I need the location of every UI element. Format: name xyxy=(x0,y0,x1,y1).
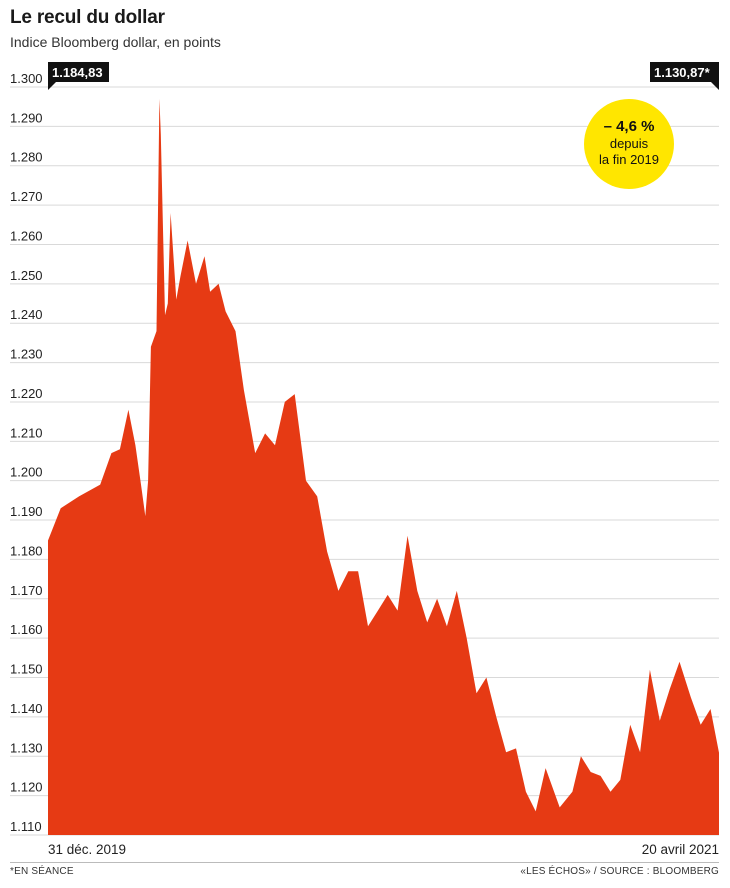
y-tick-label: 1.160 xyxy=(10,622,43,637)
start-callout-bg xyxy=(48,62,109,90)
y-tick-label: 1.250 xyxy=(10,268,43,283)
y-tick-label: 1.190 xyxy=(10,504,43,519)
y-tick-label: 1.270 xyxy=(10,189,43,204)
y-tick-label: 1.200 xyxy=(10,465,43,480)
chart-subtitle: Indice Bloomberg dollar, en points xyxy=(10,34,221,50)
badge-change-value: – 4,6 % xyxy=(604,118,655,135)
end-value-label: 1.130,87* xyxy=(654,65,711,80)
footnote: *EN SÉANCE xyxy=(10,866,74,877)
y-tick-label: 1.150 xyxy=(10,662,43,677)
y-tick-label: 1.130 xyxy=(10,740,43,755)
y-tick-label: 1.240 xyxy=(10,307,43,322)
y-tick-label: 1.140 xyxy=(10,701,43,716)
y-tick-label: 1.230 xyxy=(10,347,43,362)
y-tick-label: 1.290 xyxy=(10,110,43,125)
chart-title: Le recul du dollar xyxy=(10,7,165,28)
start-value-callout: 1.184,83 xyxy=(48,62,109,90)
x-axis-end-label: 20 avril 2021 xyxy=(642,842,719,857)
x-axis-start-label: 31 déc. 2019 xyxy=(48,842,126,857)
y-tick-label: 1.300 xyxy=(10,71,43,86)
y-tick-label: 1.210 xyxy=(10,425,43,440)
start-value-label: 1.184,83 xyxy=(52,65,103,80)
badge-circle xyxy=(584,99,674,189)
badge-line-1: depuis xyxy=(610,136,649,151)
y-tick-label: 1.120 xyxy=(10,780,43,795)
change-badge: – 4,6 % depuis la fin 2019 xyxy=(584,99,674,189)
y-tick-label: 1.180 xyxy=(10,543,43,558)
y-tick-label: 1.220 xyxy=(10,386,43,401)
source-credit: «LES ÉCHOS» / SOURCE : BLOOMBERG xyxy=(520,866,719,877)
y-tick-label: 1.260 xyxy=(10,228,43,243)
end-value-callout: 1.130,87* xyxy=(650,62,719,90)
footer-divider xyxy=(10,862,719,863)
y-tick-label: 1.170 xyxy=(10,583,43,598)
y-tick-label: 1.110 xyxy=(10,819,42,834)
y-tick-label: 1.280 xyxy=(10,150,43,165)
badge-line-2: la fin 2019 xyxy=(599,152,659,167)
y-axis-ticks: 1.110 1.120 1.130 1.140 1.150 1.160 1.170 1.180… xyxy=(10,71,43,834)
end-callout-bg xyxy=(650,62,719,90)
dollar-index-area xyxy=(48,98,719,836)
